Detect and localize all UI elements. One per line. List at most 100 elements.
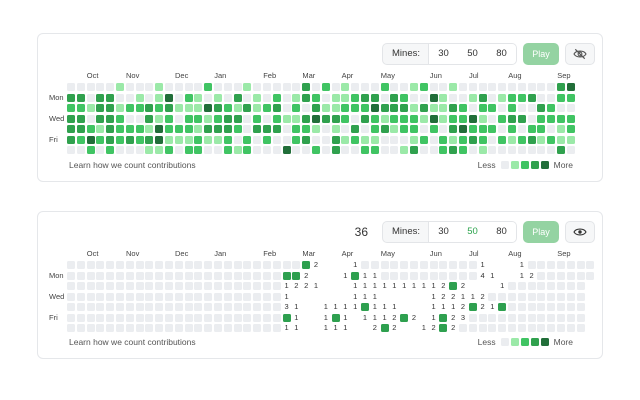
grid-cell[interactable]: [390, 93, 399, 102]
grid-cell[interactable]: [557, 303, 565, 311]
grid-cell[interactable]: [321, 93, 330, 102]
grid-cell[interactable]: [331, 104, 340, 112]
grid-cell[interactable]: [331, 93, 340, 102]
grid-cell[interactable]: [390, 114, 399, 123]
grid-cell[interactable]: [204, 271, 213, 280]
grid-cell[interactable]: [400, 114, 409, 123]
grid-cell[interactable]: [116, 261, 124, 269]
grid-cell[interactable]: [292, 93, 301, 102]
grid-cell[interactable]: 2: [478, 291, 487, 301]
grid-cell[interactable]: [106, 324, 115, 332]
grid-cell[interactable]: [214, 104, 222, 112]
grid-cell[interactable]: [488, 146, 497, 154]
grid-cell[interactable]: [439, 261, 448, 269]
grid-cell[interactable]: [351, 135, 360, 144]
grid-cell[interactable]: 2: [439, 291, 448, 301]
grid-cell[interactable]: [468, 83, 477, 91]
grid-cell[interactable]: [86, 93, 95, 102]
grid-cell[interactable]: [116, 135, 124, 144]
grid-cell[interactable]: [508, 125, 516, 133]
flag-cell[interactable]: [468, 303, 477, 311]
grid-cell[interactable]: [312, 83, 320, 91]
grid-cell[interactable]: [508, 135, 516, 144]
flag-cell[interactable]: [351, 271, 360, 280]
grid-cell[interactable]: [76, 324, 85, 332]
grid-cell[interactable]: [459, 324, 467, 332]
grid-cell[interactable]: 1: [517, 270, 526, 280]
learn-contributions-link[interactable]: Learn how we count contributions: [69, 160, 196, 170]
grid-cell[interactable]: [331, 135, 340, 144]
grid-cell[interactable]: [165, 324, 173, 332]
grid-cell[interactable]: [498, 261, 507, 269]
grid-cell[interactable]: [214, 282, 222, 290]
grid-cell[interactable]: [302, 146, 311, 154]
grid-cell[interactable]: [96, 282, 105, 290]
grid-cell[interactable]: [400, 261, 409, 269]
grid-cell[interactable]: [449, 271, 458, 280]
grid-cell[interactable]: [361, 83, 369, 91]
grid-cell[interactable]: [214, 125, 222, 133]
grid-cell[interactable]: [125, 146, 134, 154]
grid-cell[interactable]: [557, 125, 565, 133]
grid-cell[interactable]: [243, 292, 252, 301]
grid-cell[interactable]: [517, 324, 526, 332]
grid-cell[interactable]: [351, 125, 360, 133]
grid-cell[interactable]: 1: [292, 302, 301, 311]
grid-cell[interactable]: 1: [341, 270, 350, 280]
grid-cell[interactable]: [557, 83, 565, 91]
grid-cell[interactable]: [557, 324, 565, 332]
grid-cell[interactable]: [204, 292, 213, 301]
grid-cell[interactable]: [135, 303, 144, 311]
grid-cell[interactable]: [566, 313, 575, 322]
grid-cell[interactable]: [184, 83, 193, 91]
grid-cell[interactable]: [223, 104, 232, 112]
grid-cell[interactable]: [410, 292, 418, 301]
grid-cell[interactable]: 2: [449, 312, 458, 322]
grid-cell[interactable]: [547, 324, 556, 332]
grid-cell[interactable]: 2: [527, 270, 536, 280]
grid-cell[interactable]: [439, 271, 448, 280]
grid-cell[interactable]: [67, 146, 75, 154]
grid-cell[interactable]: [370, 83, 379, 91]
grid-cell[interactable]: [125, 104, 134, 112]
grid-cell[interactable]: [165, 125, 173, 133]
grid-cell[interactable]: 1: [361, 270, 369, 280]
grid-cell[interactable]: [96, 125, 105, 133]
grid-cell[interactable]: 1: [361, 291, 369, 301]
grid-cell[interactable]: [478, 104, 487, 112]
grid-cell[interactable]: [155, 135, 164, 144]
grid-cell[interactable]: [96, 83, 105, 91]
grid-cell[interactable]: [204, 303, 213, 311]
grid-cell[interactable]: [184, 135, 193, 144]
grid-cell[interactable]: [272, 324, 281, 332]
grid-cell[interactable]: [233, 125, 242, 133]
grid-cell[interactable]: [155, 271, 164, 280]
mines-option-50[interactable]: 50: [458, 222, 487, 242]
grid-cell[interactable]: [125, 261, 134, 269]
grid-cell[interactable]: [508, 324, 516, 332]
grid-cell[interactable]: [312, 104, 320, 112]
grid-cell[interactable]: [145, 125, 154, 133]
flag-cell[interactable]: [449, 282, 458, 290]
grid-cell[interactable]: [527, 303, 536, 311]
grid-cell[interactable]: [498, 125, 507, 133]
grid-cell[interactable]: [449, 125, 458, 133]
grid-cell[interactable]: [223, 282, 232, 290]
grid-cell[interactable]: [145, 93, 154, 102]
grid-cell[interactable]: [253, 104, 262, 112]
grid-cell[interactable]: [174, 292, 183, 301]
grid-cell[interactable]: [145, 313, 154, 322]
grid-cell[interactable]: [576, 282, 585, 290]
grid-cell[interactable]: [67, 93, 75, 102]
grid-cell[interactable]: [214, 303, 222, 311]
grid-cell[interactable]: [76, 261, 85, 269]
grid-cell[interactable]: 1: [370, 302, 379, 311]
grid-cell[interactable]: [380, 292, 389, 301]
grid-cell[interactable]: 1: [351, 260, 360, 269]
grid-cell[interactable]: [498, 93, 507, 102]
grid-cell[interactable]: [429, 261, 438, 269]
grid-cell[interactable]: [380, 146, 389, 154]
grid-cell[interactable]: [67, 83, 75, 91]
grid-cell[interactable]: [341, 114, 350, 123]
grid-cell[interactable]: [370, 135, 379, 144]
